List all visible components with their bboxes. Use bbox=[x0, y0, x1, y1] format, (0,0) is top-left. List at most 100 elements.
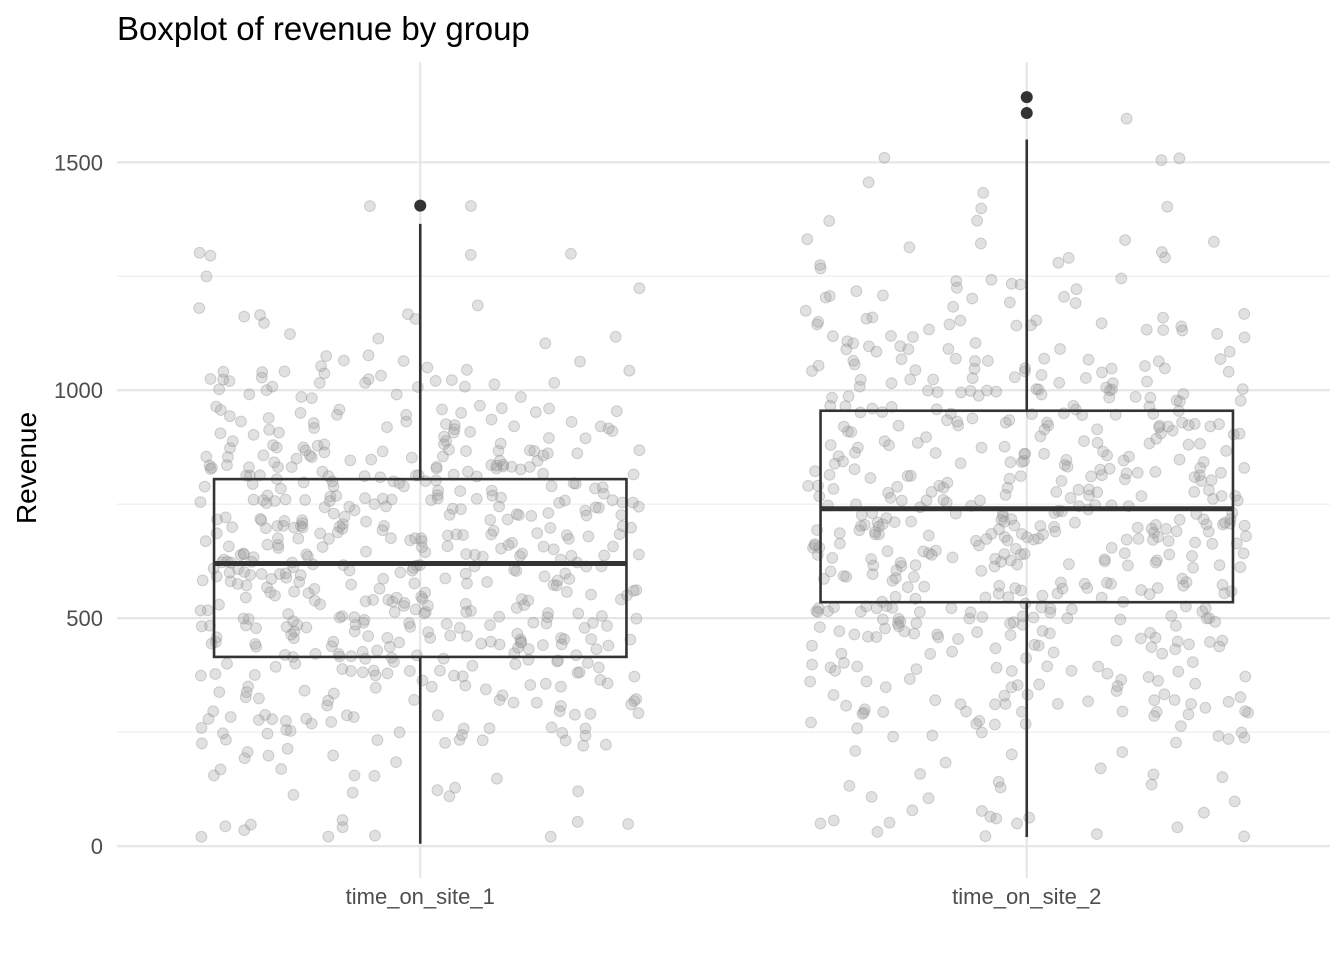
jitter-point bbox=[848, 628, 861, 641]
jitter-point bbox=[559, 494, 571, 507]
jitter-point bbox=[293, 576, 306, 588]
jitter-point bbox=[237, 612, 250, 625]
jitter-point bbox=[224, 442, 236, 455]
jitter-point bbox=[443, 443, 455, 456]
jitter-point bbox=[1187, 561, 1199, 574]
jitter-point bbox=[537, 639, 549, 651]
jitter-point bbox=[291, 619, 304, 631]
jitter-point bbox=[1014, 548, 1027, 561]
jitter-point bbox=[295, 520, 307, 532]
jitter-point bbox=[243, 388, 256, 401]
jitter-point bbox=[1105, 362, 1118, 375]
jitter-point bbox=[918, 580, 931, 593]
jitter-point bbox=[357, 616, 370, 629]
jitter-point bbox=[323, 533, 335, 545]
jitter-point bbox=[972, 389, 985, 402]
jitter-point bbox=[194, 604, 207, 617]
jitter-point bbox=[998, 548, 1011, 560]
jitter-point bbox=[1015, 584, 1027, 597]
jitter-point bbox=[1081, 582, 1094, 594]
jitter-point bbox=[1170, 394, 1183, 407]
jitter-point bbox=[336, 522, 349, 535]
jitter-point bbox=[567, 477, 580, 490]
jitter-point bbox=[464, 426, 477, 438]
jitter-point bbox=[992, 587, 1005, 600]
jitter-point bbox=[455, 503, 467, 516]
jitter-point bbox=[894, 615, 907, 628]
jitter-point bbox=[195, 722, 208, 734]
jitter-point bbox=[1008, 519, 1021, 532]
jitter-point bbox=[1064, 492, 1077, 504]
jitter-point bbox=[1098, 553, 1111, 566]
jitter-point bbox=[895, 560, 908, 572]
jitter-point bbox=[1060, 454, 1073, 466]
jitter-point bbox=[394, 566, 407, 579]
jitter-point bbox=[1216, 634, 1229, 647]
jitter-point bbox=[501, 513, 514, 526]
jitter-point bbox=[623, 364, 636, 377]
jitter-point bbox=[491, 772, 503, 785]
jitter-point bbox=[1011, 817, 1023, 830]
jitter-point bbox=[1052, 256, 1065, 269]
jitter-point bbox=[824, 661, 837, 674]
jitter-point bbox=[1238, 308, 1251, 320]
jitter-point bbox=[946, 645, 958, 658]
jitter-point bbox=[876, 518, 889, 531]
jitter-point bbox=[1011, 679, 1024, 691]
jitter-point bbox=[262, 412, 275, 424]
jitter-point bbox=[1148, 526, 1160, 539]
jitter-point bbox=[484, 514, 497, 526]
jitter-point bbox=[214, 427, 227, 440]
jitter-point bbox=[318, 446, 331, 459]
jitter-point bbox=[299, 494, 312, 506]
jitter-point bbox=[838, 420, 850, 433]
jitter-point bbox=[285, 461, 298, 474]
jitter-point bbox=[632, 707, 645, 720]
jitter-point bbox=[344, 454, 357, 467]
jitter-point bbox=[852, 441, 864, 454]
jitter-point bbox=[386, 595, 399, 608]
jitter-point bbox=[272, 539, 285, 551]
jitter-point bbox=[240, 686, 253, 698]
jitter-point bbox=[571, 666, 584, 679]
jitter-point bbox=[461, 630, 473, 642]
jitter-point bbox=[262, 749, 275, 762]
jitter-point bbox=[992, 775, 1005, 788]
jitter-point bbox=[1030, 383, 1043, 396]
jitter-point bbox=[529, 406, 542, 419]
jitter-point bbox=[221, 657, 233, 670]
jitter-point bbox=[1096, 469, 1108, 482]
jitter-point bbox=[1149, 556, 1162, 569]
jitter-point bbox=[224, 410, 236, 423]
jitter-point bbox=[260, 497, 273, 510]
jitter-point bbox=[964, 606, 977, 619]
jitter-point bbox=[572, 607, 585, 620]
jitter-point bbox=[1204, 420, 1217, 433]
jitter-point bbox=[1173, 453, 1186, 466]
jitter-point bbox=[338, 354, 350, 367]
jitter-point bbox=[571, 447, 584, 460]
jitter-point bbox=[1101, 449, 1113, 462]
jitter-point bbox=[1206, 537, 1219, 550]
jitter-point bbox=[1107, 377, 1119, 390]
jitter-point bbox=[1117, 454, 1130, 467]
jitter-point bbox=[275, 763, 288, 775]
jitter-point bbox=[1083, 483, 1095, 496]
jitter-point bbox=[1041, 660, 1054, 673]
jitter-point bbox=[252, 714, 265, 726]
jitter-point bbox=[927, 373, 939, 386]
jitter-point bbox=[837, 455, 849, 468]
jitter-point bbox=[1123, 450, 1135, 463]
jitter-point bbox=[1072, 483, 1085, 496]
jitter-point bbox=[999, 698, 1012, 710]
jitter-point bbox=[806, 365, 818, 377]
jitter-point bbox=[443, 508, 456, 521]
jitter-point bbox=[925, 486, 938, 498]
jitter-point bbox=[901, 470, 914, 482]
jitter-point bbox=[446, 502, 459, 515]
jitter-point bbox=[1207, 493, 1219, 505]
jitter-point bbox=[571, 815, 584, 828]
jitter-point bbox=[542, 607, 554, 619]
jitter-point bbox=[1196, 605, 1209, 618]
jitter-point bbox=[1094, 463, 1107, 476]
